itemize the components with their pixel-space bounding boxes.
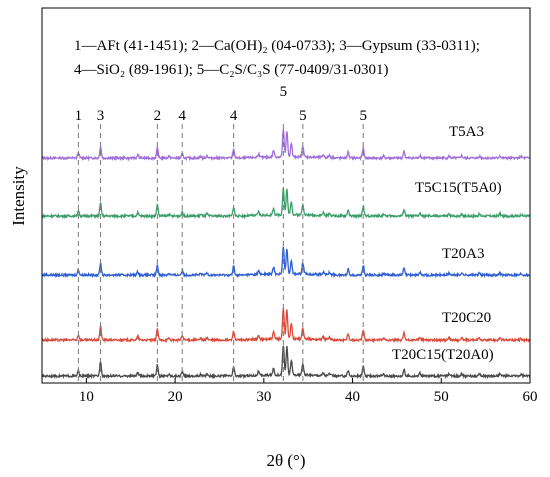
series-line bbox=[41, 128, 531, 162]
x-tick-label: 10 bbox=[79, 389, 94, 405]
series-label: T20A3 bbox=[442, 246, 485, 262]
x-tick-label: 50 bbox=[434, 389, 449, 405]
series-label: T5A3 bbox=[449, 124, 484, 140]
series-line bbox=[41, 308, 531, 344]
series-label: T20C15(T20A0) bbox=[392, 347, 494, 363]
series-line bbox=[41, 187, 531, 220]
series-label: T20C20 bbox=[442, 310, 491, 326]
reference-peak-number: 5 bbox=[280, 84, 288, 100]
series-line bbox=[41, 246, 531, 279]
y-axis-label: Intensity bbox=[9, 166, 28, 226]
reference-peak-number: 1 bbox=[75, 108, 83, 124]
reference-peak-number: 5 bbox=[299, 108, 307, 124]
plot-frame bbox=[41, 7, 531, 384]
reference-peak-lines: 1 3 2 4 455 5 bbox=[75, 84, 367, 383]
series-line bbox=[41, 345, 531, 380]
x-tick-label: 30 bbox=[256, 389, 271, 405]
xrd-curves bbox=[41, 128, 531, 380]
reference-peak-number: 5 bbox=[359, 108, 367, 124]
series-label: T5C15(T5A0) bbox=[415, 180, 502, 196]
reference-peak-number: 2 bbox=[154, 108, 162, 124]
reference-peak-number: 4 bbox=[178, 108, 186, 124]
reference-peak-number: 3 bbox=[97, 108, 105, 124]
axis-ticks: 10 20 30 40 50 60 bbox=[79, 378, 538, 405]
x-tick-label: 20 bbox=[168, 389, 183, 405]
reference-peak-number: 4 bbox=[230, 108, 238, 124]
x-tick-label: 40 bbox=[345, 389, 360, 405]
series-labels: T5A3 T5C15(T5A0) T20A3 T20C20 T20C15(T20A0) bbox=[392, 124, 502, 363]
x-axis-label: 2θ (°) bbox=[266, 451, 305, 470]
x-tick-label: 60 bbox=[523, 389, 538, 405]
legend-line-1: 1—AFt (41-1451); 2—Ca(OH)₂ (04-0733); 3—… bbox=[74, 38, 480, 54]
legend-line-2: 4—SiO₂ (89-1961); 5—C₂S/C₃S (77-0409/31-… bbox=[74, 62, 388, 78]
